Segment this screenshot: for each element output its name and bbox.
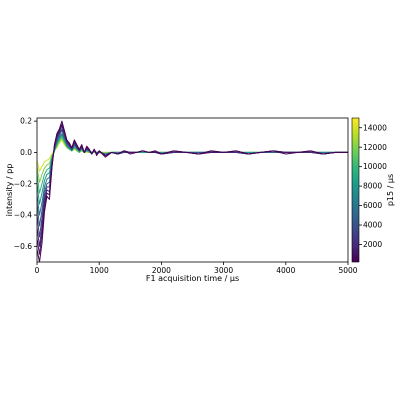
- colorbar-tick-label: 12000: [363, 143, 387, 152]
- colorbar-tick-label: 10000: [363, 162, 387, 171]
- series-line-p15-4500: [37, 130, 348, 227]
- series-layer: [37, 120, 348, 262]
- series-line-p15-200: [37, 120, 348, 262]
- colorbar-tick-label: 14000: [363, 123, 387, 132]
- y-tick-label: 0.0: [20, 148, 32, 157]
- series-line-p15-3000: [37, 128, 348, 238]
- colorbar-ticks: 2000 4000 6000 8000 10000 12000 14000: [359, 123, 387, 249]
- series-line-p15-12000: [37, 137, 348, 183]
- y-axis-label: intensity / pp: [5, 164, 14, 217]
- colorbar-tick-label: 8000: [363, 182, 382, 191]
- series-line-p15-8000: [37, 134, 348, 205]
- y-tick-label: −0.2: [14, 179, 32, 188]
- x-tick-label: 5000: [338, 266, 357, 275]
- colorbar-tick-label: 2000: [363, 240, 382, 249]
- colorbar-tick-label: 6000: [363, 201, 382, 210]
- series-line-p15-14000: [37, 139, 348, 172]
- x-tick-label: 0: [35, 266, 40, 275]
- series-line-p15-1800: [37, 125, 348, 247]
- y-tick-label: 0.2: [20, 117, 32, 126]
- series-line-p15-900: [37, 123, 348, 255]
- x-tick-label: 2000: [152, 266, 171, 275]
- colorbar: [351, 117, 360, 263]
- y-tick-label: −0.6: [14, 242, 32, 251]
- x-tick-label: 4000: [276, 266, 295, 275]
- x-tick-label: 1000: [90, 266, 109, 275]
- series-line-p15-10000: [37, 136, 348, 194]
- y-tick-label: −0.4: [14, 211, 32, 220]
- y-axis: −0.6 −0.4 −0.2 0.0 0.2: [14, 117, 37, 251]
- x-tick-label: 3000: [214, 266, 233, 275]
- x-axis: 0 1000 2000 3000 4000 5000: [35, 262, 358, 275]
- colorbar-label: p15 / μs: [386, 174, 395, 206]
- plot-frame: [36, 117, 349, 263]
- x-axis-label: F1 acquisition time / μs: [146, 274, 239, 283]
- series-line-p15-6000: [37, 133, 348, 216]
- colorbar-tick-label: 4000: [363, 221, 382, 230]
